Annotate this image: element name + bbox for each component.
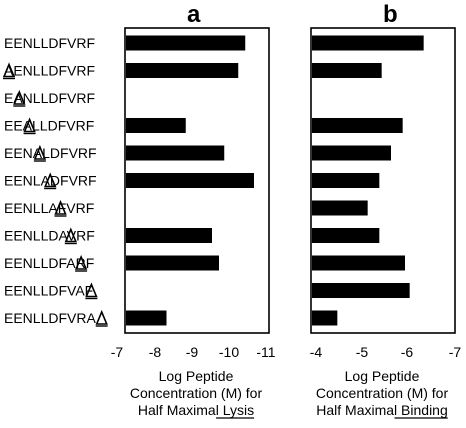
panel-title: b: [383, 1, 398, 28]
x-tick-label: -10: [219, 344, 239, 360]
x-axis-label-line: Half Maximal Lysis: [138, 402, 254, 418]
bar-EENLLDFVRF: [126, 35, 246, 51]
peptide-labels: EENLLDFVRF AENLLDFVRF EANLLDFVRF EEALLDFVRF…: [2, 35, 108, 327]
peptide-label: EENLLDFVRF: [4, 35, 95, 51]
alanine-triangle-icon: [64, 227, 77, 243]
bar-EENLADFVRF: [312, 173, 380, 188]
x-tick-label: -7: [111, 344, 124, 360]
peptide-label: EENLLDFARF: [4, 255, 94, 271]
bar-EENLLDFARF: [126, 255, 219, 271]
peptide-label: EANLLDFVRF: [4, 90, 95, 106]
bar-EENLADFVRF: [126, 173, 254, 188]
bar-EENLLDAVRF: [126, 228, 212, 243]
x-tick-label: -11: [256, 344, 275, 360]
bar-EENLLDFARF: [312, 255, 405, 271]
bar-EENLLDFVRF: [312, 35, 424, 51]
x-tick-label: -7: [449, 344, 462, 360]
x-tick-label: -8: [149, 344, 162, 360]
bar-EENALDFVRF: [312, 145, 391, 161]
alanine-triangle-icon: [23, 117, 36, 133]
bar-AENLLDFVRF: [126, 63, 239, 78]
peptide-label: EENLLDAVRF: [4, 228, 95, 244]
x-axis-label-line: Concentration (M) for: [130, 385, 263, 401]
alanine-triangle-icon: [85, 282, 98, 298]
x-axis-label-line: Half Maximal Binding: [316, 402, 448, 418]
bar-EENLLDFVAF: [312, 283, 410, 298]
peptide-label: EENLLAFVRF: [4, 200, 94, 216]
alanine-triangle-icon: [74, 254, 88, 270]
bar-AENLLDFVRF: [312, 63, 382, 78]
x-axis-label-line: Log Peptide: [345, 368, 420, 384]
peptide-label: EEALLDFVRF: [4, 118, 94, 134]
plot-frame: [124, 27, 270, 334]
alanine-triangle-icon: [33, 144, 47, 160]
plot-frame: [310, 27, 456, 334]
bar-EEALLDFVRF: [312, 118, 403, 133]
peptide-label: EENALDFVRF: [4, 145, 97, 161]
panel-title: a: [187, 1, 201, 28]
bar-EEALLDFVRF: [126, 118, 186, 133]
alanine-triangle-icon: [44, 172, 57, 188]
bar-EENLLDAVRF: [312, 228, 380, 243]
bar-EENALDFVRF: [126, 145, 225, 161]
peptide-label: EENLLDFVRA: [4, 310, 96, 326]
peptide-label: EENLLDFVAF: [4, 283, 93, 299]
x-axis-label-line: Log Peptide: [159, 368, 234, 384]
bar-EENLLAFVRF: [312, 200, 368, 216]
alanine-triangle-icon: [13, 89, 26, 105]
x-tick-label: -4: [310, 344, 323, 360]
alanine-triangle-icon: [2, 62, 16, 78]
alanine-triangle-icon: [54, 199, 67, 215]
x-tick-label: -5: [356, 344, 369, 360]
x-axis-label-line: Concentration (M) for: [316, 385, 449, 401]
peptide-label: AENLLDFVRF: [4, 63, 95, 79]
alanine-triangle-icon: [95, 309, 108, 325]
peptide-label: EENLADFVRF: [4, 173, 97, 189]
bar-EENLLDFVRA: [126, 310, 167, 326]
x-tick-label: -6: [401, 344, 414, 360]
bar-EENLLDFVRA: [312, 310, 338, 326]
x-tick-label: -9: [186, 344, 199, 360]
